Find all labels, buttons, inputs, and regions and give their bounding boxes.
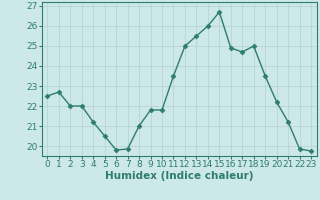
X-axis label: Humidex (Indice chaleur): Humidex (Indice chaleur) bbox=[105, 171, 253, 181]
